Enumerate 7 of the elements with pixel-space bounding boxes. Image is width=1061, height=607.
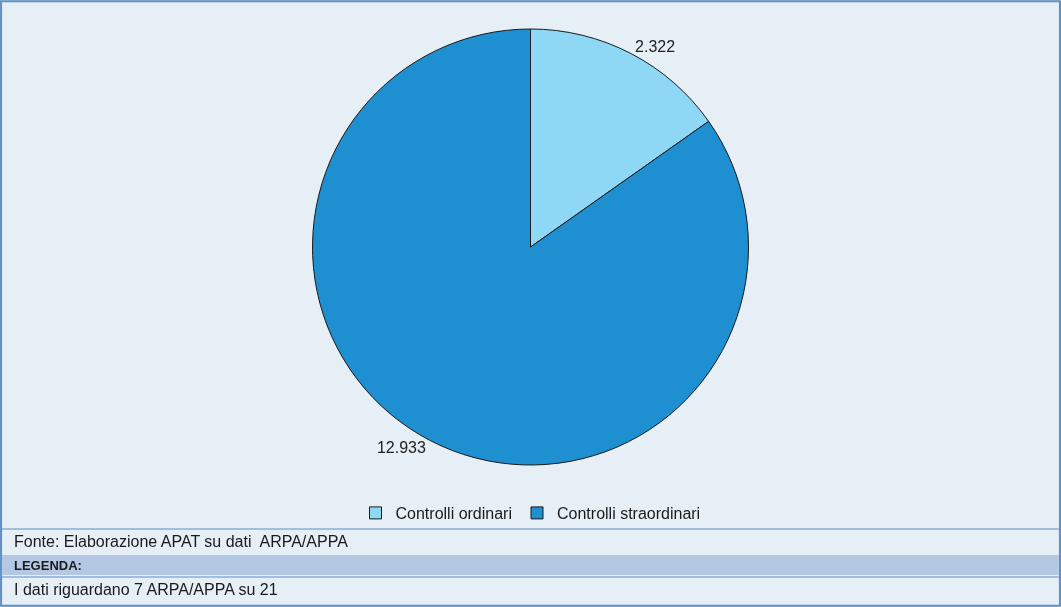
text: LEGENDA:	[14, 558, 82, 573]
source-note: Fonte: Elaborazione APAT su dati ARPA/APPA	[14, 533, 349, 550]
data-label: 2.322	[635, 38, 676, 56]
text: I dati riguardano 7 ARPA/APPA su 21	[14, 581, 278, 598]
data-label: 12.933	[376, 438, 426, 456]
legend-label: Controlli ordinari	[395, 505, 512, 523]
legend-label: Controlli straordinari	[557, 505, 701, 523]
